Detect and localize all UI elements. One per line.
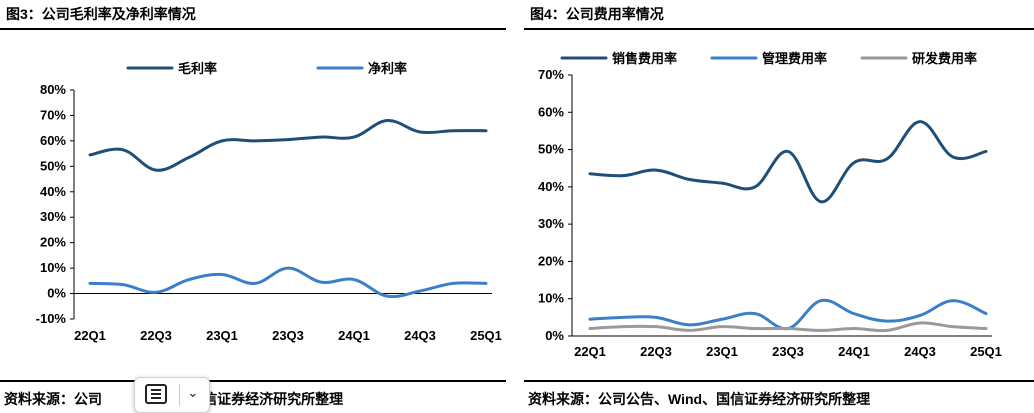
x-tick-label: 22Q3	[640, 344, 672, 359]
legend-label: 毛利率	[178, 61, 217, 76]
x-tick-label: 24Q3	[904, 344, 936, 359]
y-tick-label: 0%	[545, 328, 564, 343]
floating-toolbar[interactable]: ⌄	[134, 377, 210, 413]
series-line-3	[590, 323, 986, 331]
y-tick-label: 40%	[40, 184, 66, 199]
y-tick-label: 30%	[40, 209, 66, 224]
right-source-note: 资料来源：公司公告、Wind、国信证券经济研究所整理	[528, 389, 870, 409]
gross-net-margin-panel: 图3：公司毛利率及净利率情况 -10% 0% 10% 20% 30% 40% 50% 60% 7…	[0, 0, 506, 412]
legend-label: 净利率	[368, 61, 407, 76]
x-tick-label: 25Q1	[970, 344, 1002, 359]
series-line-2	[90, 268, 486, 296]
expense-ratio-panel: 图4：公司费用率情况 0% 10% 20% 30% 40% 50% 60% 70% 22Q1 22…	[524, 0, 1034, 412]
x-tick-label: 24Q3	[404, 328, 436, 343]
y-tick-label: 60%	[40, 133, 66, 148]
x-tick-label: 23Q3	[272, 328, 304, 343]
toolbar-divider	[179, 384, 180, 406]
left-figure-title: 图3：公司毛利率及净利率情况	[6, 4, 196, 24]
legend-label: 销售费用率	[612, 51, 677, 66]
y-tick-label: 60%	[538, 104, 564, 119]
series-line-1	[590, 122, 986, 202]
x-tick-label: 24Q1	[338, 328, 370, 343]
series-line-1	[90, 120, 486, 170]
y-tick-label: 50%	[538, 142, 564, 157]
left-source-label: 资料来源：公司	[4, 391, 102, 407]
x-tick-label: 23Q1	[706, 344, 738, 359]
y-tick-label: 70%	[40, 107, 66, 122]
x-tick-label: 22Q1	[574, 344, 606, 359]
legend-label: 研发费用率	[912, 51, 977, 66]
y-tick-label: 70%	[538, 67, 564, 82]
y-tick-label: 20%	[40, 235, 66, 250]
y-tick-label: 40%	[538, 179, 564, 194]
x-tick-label: 22Q3	[140, 328, 172, 343]
y-tick-label: 10%	[538, 291, 564, 306]
x-tick-label: 23Q1	[206, 328, 238, 343]
expense-chart: 0% 10% 20% 30% 40% 50% 60% 70% 22Q1 22Q3 23Q1 23Q3 2…	[524, 30, 1034, 380]
y-tick-label: 50%	[40, 158, 66, 173]
x-tick-label: 24Q1	[838, 344, 870, 359]
x-tick-label: 23Q3	[772, 344, 804, 359]
right-bottom-rule	[524, 380, 1034, 382]
right-figure-title: 图4：公司费用率情况	[530, 4, 664, 24]
chevron-down-icon[interactable]: ⌄	[187, 384, 199, 401]
menu-icon[interactable]	[145, 384, 167, 404]
y-tick-label: 10%	[40, 260, 66, 275]
y-tick-label: 0%	[47, 286, 66, 301]
x-tick-label: 22Q1	[74, 328, 106, 343]
legend-label: 管理费用率	[762, 51, 827, 66]
y-tick-label: 30%	[538, 216, 564, 231]
margin-chart: -10% 0% 10% 20% 30% 40% 50% 60% 70% 80% 22Q1 22Q3 23…	[0, 30, 506, 380]
y-tick-label: -10%	[36, 311, 67, 326]
left-bottom-rule	[0, 380, 506, 382]
y-tick-label: 80%	[40, 82, 66, 97]
y-tick-label: 20%	[538, 253, 564, 268]
x-tick-label: 25Q1	[470, 328, 502, 343]
